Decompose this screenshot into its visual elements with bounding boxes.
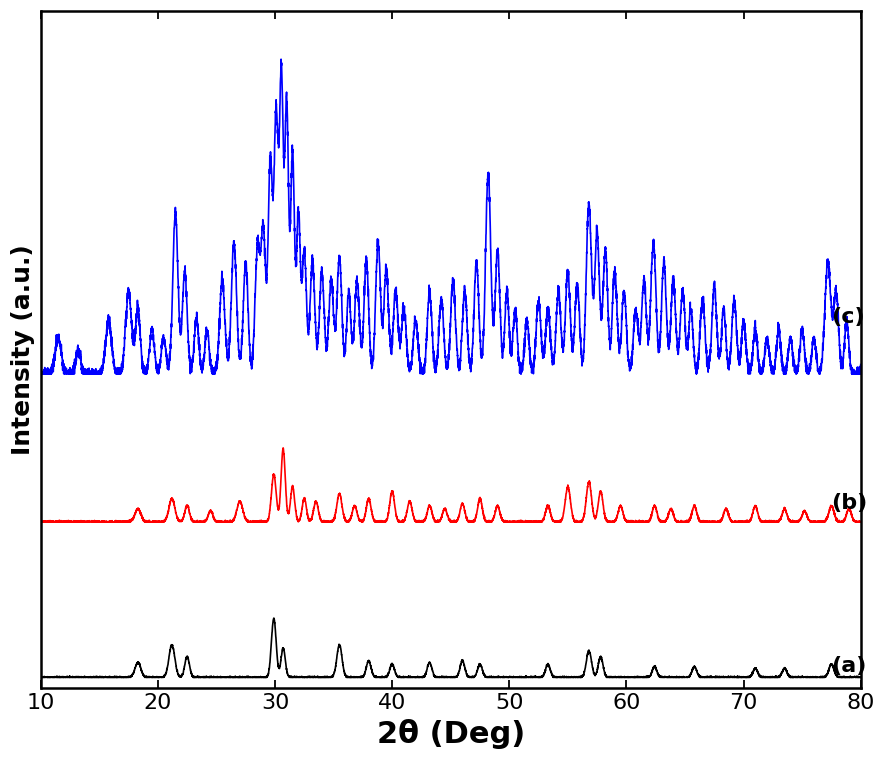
Y-axis label: Intensity (a.u.): Intensity (a.u.) — [12, 245, 35, 455]
Text: (b): (b) — [831, 493, 867, 514]
Text: (a): (a) — [831, 657, 867, 676]
Text: (c): (c) — [831, 307, 865, 328]
X-axis label: 2θ (Deg): 2θ (Deg) — [377, 719, 525, 749]
